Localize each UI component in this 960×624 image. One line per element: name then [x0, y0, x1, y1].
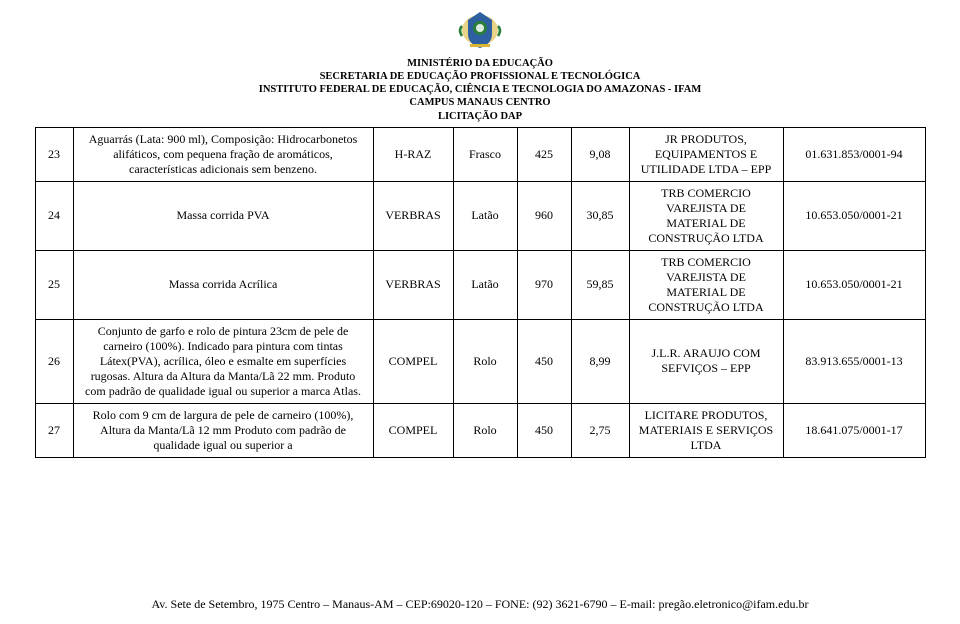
item-price: 8,99: [571, 319, 629, 403]
item-qty: 970: [517, 250, 571, 319]
item-unit: Latão: [453, 250, 517, 319]
item-qty: 960: [517, 181, 571, 250]
item-supplier: TRB COMERCIO VAREJISTA DE MATERIAL DE CO…: [629, 181, 783, 250]
table-row: 24Massa corrida PVAVERBRASLatão96030,85T…: [35, 181, 925, 250]
item-qty: 425: [517, 127, 571, 181]
item-unit: Latão: [453, 181, 517, 250]
item-qty: 450: [517, 319, 571, 403]
item-brand: VERBRAS: [373, 181, 453, 250]
item-price: 9,08: [571, 127, 629, 181]
item-unit: Frasco: [453, 127, 517, 181]
table-row: 27Rolo com 9 cm de largura de pele de ca…: [35, 403, 925, 457]
item-description: Conjunto de garfo e rolo de pintura 23cm…: [73, 319, 373, 403]
item-cnpj: 10.653.050/0001-21: [783, 250, 925, 319]
document-footer: Av. Sete de Setembro, 1975 Centro – Mana…: [0, 597, 960, 612]
item-number: 26: [35, 319, 73, 403]
header-line-2: SECRETARIA DE EDUCAÇÃO PROFISSIONAL E TE…: [0, 70, 960, 83]
item-cnpj: 18.641.075/0001-17: [783, 403, 925, 457]
item-brand: COMPEL: [373, 319, 453, 403]
item-price: 2,75: [571, 403, 629, 457]
item-description: Rolo com 9 cm de largura de pele de carn…: [73, 403, 373, 457]
item-description: Aguarrás (Lata: 900 ml), Composição: Hid…: [73, 127, 373, 181]
item-number: 27: [35, 403, 73, 457]
item-supplier: LICITARE PRODUTOS, MATERIAIS E SERVIÇOS …: [629, 403, 783, 457]
item-brand: VERBRAS: [373, 250, 453, 319]
header-line-5: LICITAÇÃO DAP: [0, 110, 960, 123]
header-line-3: INSTITUTO FEDERAL DE EDUCAÇÃO, CIÊNCIA E…: [0, 83, 960, 96]
header-line-1: MINISTÉRIO DA EDUCAÇÃO: [0, 57, 960, 70]
header-text-block: MINISTÉRIO DA EDUCAÇÃO SECRETARIA DE EDU…: [0, 57, 960, 123]
item-number: 24: [35, 181, 73, 250]
item-brand: COMPEL: [373, 403, 453, 457]
header-line-4: CAMPUS MANAUS CENTRO: [0, 96, 960, 109]
item-supplier: TRB COMERCIO VAREJISTA DE MATERIAL DE CO…: [629, 250, 783, 319]
item-cnpj: 10.653.050/0001-21: [783, 181, 925, 250]
item-unit: Rolo: [453, 319, 517, 403]
item-unit: Rolo: [453, 403, 517, 457]
table-row: 23Aguarrás (Lata: 900 ml), Composição: H…: [35, 127, 925, 181]
bid-items-table: 23Aguarrás (Lata: 900 ml), Composição: H…: [35, 127, 926, 458]
item-description: Massa corrida PVA: [73, 181, 373, 250]
item-number: 23: [35, 127, 73, 181]
document-header: MINISTÉRIO DA EDUCAÇÃO SECRETARIA DE EDU…: [0, 0, 960, 123]
table-row: 26Conjunto de garfo e rolo de pintura 23…: [35, 319, 925, 403]
item-qty: 450: [517, 403, 571, 457]
item-price: 59,85: [571, 250, 629, 319]
item-number: 25: [35, 250, 73, 319]
item-cnpj: 83.913.655/0001-13: [783, 319, 925, 403]
item-supplier: JR PRODUTOS, EQUIPAMENTOS E UTILIDADE LT…: [629, 127, 783, 181]
item-description: Massa corrida Acrílica: [73, 250, 373, 319]
national-crest-icon: [454, 6, 506, 50]
item-cnpj: 01.631.853/0001-94: [783, 127, 925, 181]
table-row: 25Massa corrida AcrílicaVERBRASLatão9705…: [35, 250, 925, 319]
item-price: 30,85: [571, 181, 629, 250]
item-supplier: J.L.R. ARAUJO COM SEFVIÇOS – EPP: [629, 319, 783, 403]
item-brand: H-RAZ: [373, 127, 453, 181]
